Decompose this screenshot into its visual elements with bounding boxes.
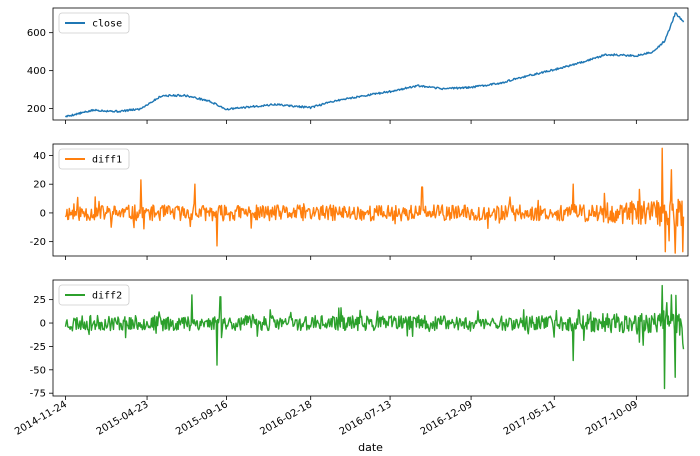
y-tick-label: 0 — [40, 208, 46, 219]
y-tick-label: 20 — [33, 180, 46, 191]
series-line-diff1 — [64, 147, 685, 254]
legend: diff1 — [58, 148, 130, 170]
y-tick-label: -50 — [30, 365, 46, 376]
legend: close — [58, 12, 130, 34]
x-tick-label: 2015-04-23 — [95, 399, 151, 438]
y-tick-label: -25 — [30, 342, 46, 353]
legend-box — [58, 284, 130, 306]
x-tick-label: 2016-07-13 — [338, 399, 394, 438]
y-tick-label: -20 — [30, 237, 46, 248]
panel-close: 200 400 600 close — [27, 7, 689, 124]
x-tick-label: 2015-09-16 — [174, 399, 230, 438]
x-tick-label: 2016-12-09 — [419, 399, 475, 438]
legend: diff2 — [58, 284, 130, 306]
x-axis-label: date — [358, 441, 383, 454]
axes-frame — [52, 143, 689, 257]
y-tick-label: 0 — [40, 319, 46, 330]
y-tick-label: 600 — [27, 28, 46, 39]
panel-diff2: -75 -50 -25 0 25 diff2 2014-11-24 2015-04-23 201… — [13, 279, 689, 454]
axes-frame — [52, 279, 689, 397]
y-tick-label: -75 — [30, 389, 46, 400]
y-tick-label: 25 — [33, 295, 46, 306]
y-tick-label: 400 — [27, 66, 46, 77]
legend-box — [58, 148, 130, 170]
x-tick-label: 2017-05-11 — [502, 399, 558, 438]
series-line-close — [64, 12, 685, 118]
axes-frame — [52, 7, 689, 121]
y-tick-label: 200 — [27, 104, 46, 115]
legend-label: diff2 — [92, 291, 122, 302]
legend-label: diff1 — [92, 155, 122, 166]
y-tick-label: 40 — [33, 151, 46, 162]
x-tick-label: 2014-11-24 — [13, 399, 69, 438]
panel-diff1: -20 0 20 40 diff1 — [30, 143, 689, 260]
x-tick-label: 2016-02-18 — [258, 399, 314, 438]
legend-label: close — [92, 19, 122, 30]
x-tick-label: 2017-10-09 — [584, 399, 640, 438]
legend-box — [58, 12, 130, 34]
series-line-diff2 — [64, 284, 685, 390]
